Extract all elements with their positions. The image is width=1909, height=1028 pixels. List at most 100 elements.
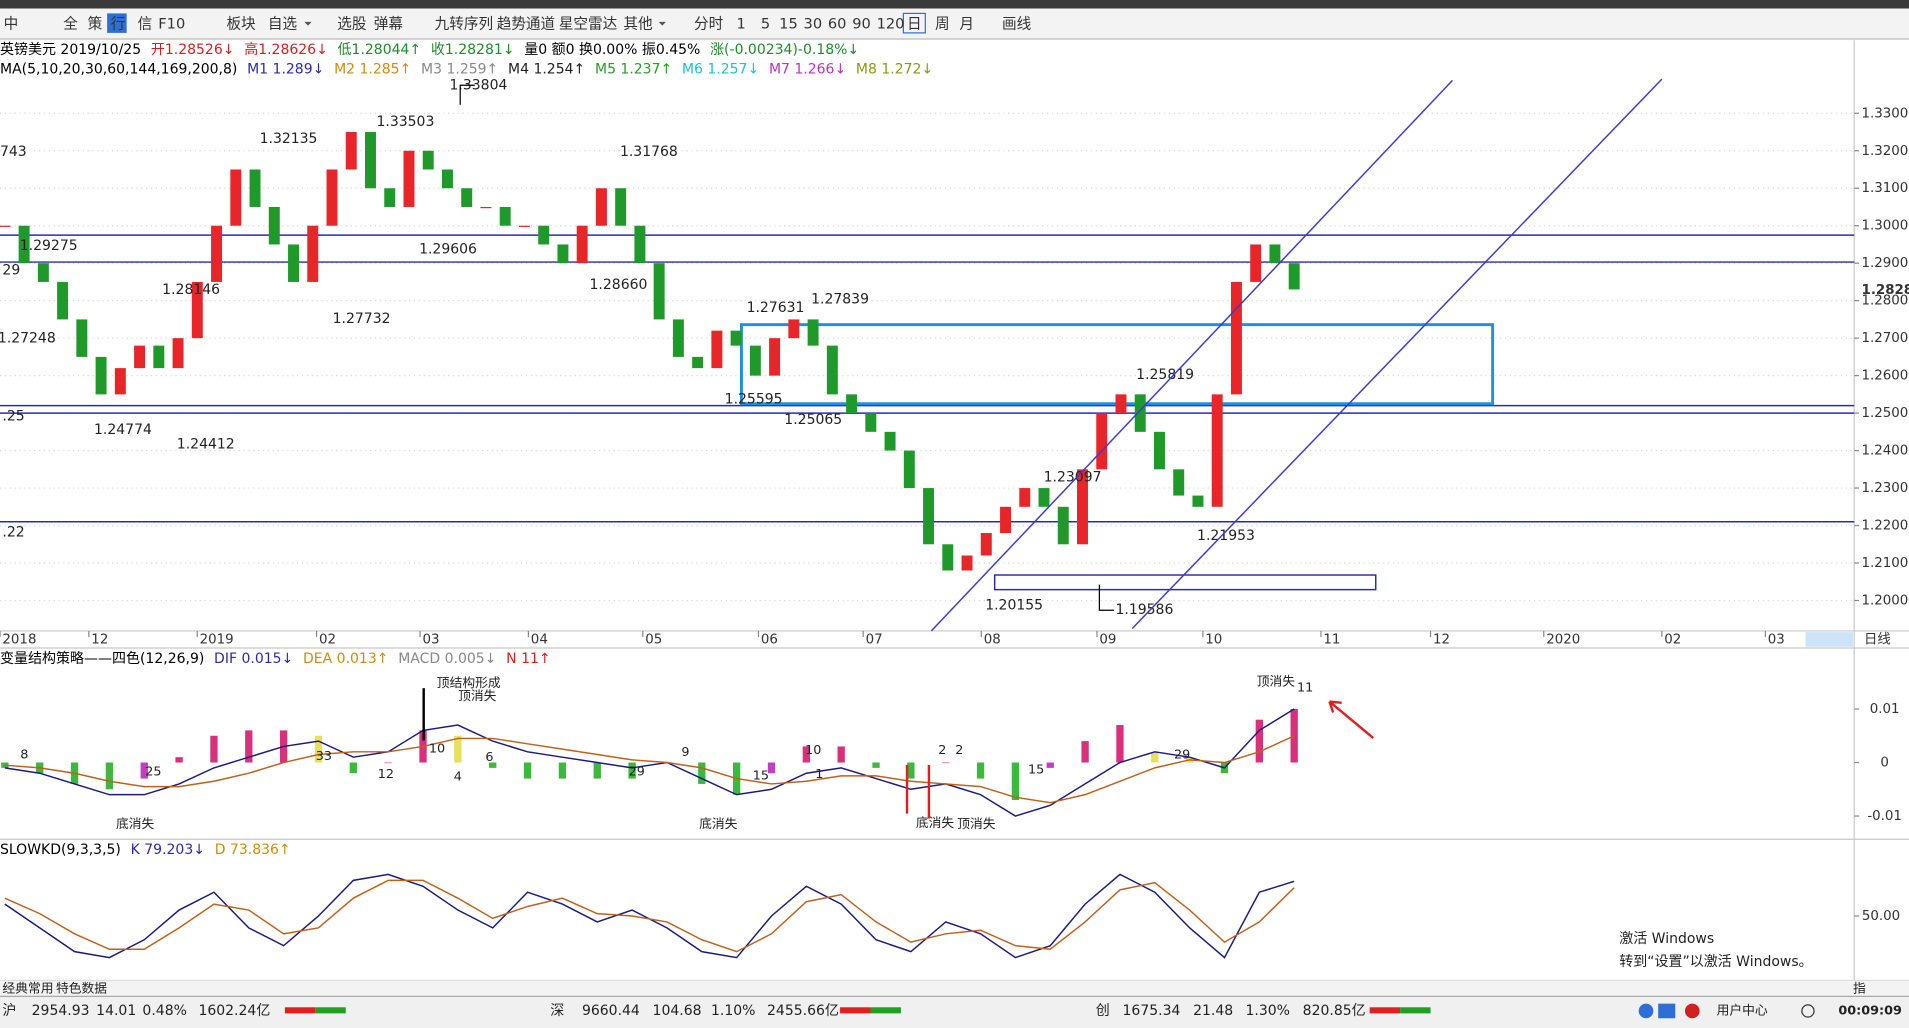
candle bbox=[980, 533, 992, 556]
toolbar-item[interactable]: 选股 bbox=[337, 15, 367, 32]
price-annotation: 1.33804 bbox=[450, 77, 508, 93]
toolbar-item[interactable]: 中 bbox=[4, 15, 19, 32]
x-tick-label: 04 bbox=[531, 632, 548, 647]
toolbar-item[interactable]: 策 bbox=[88, 15, 103, 32]
candle bbox=[634, 225, 646, 264]
right-tab-bg bbox=[1854, 980, 1909, 997]
toolbar-item[interactable]: 自选 bbox=[268, 15, 298, 32]
toolbar-item[interactable]: 90 bbox=[852, 15, 871, 32]
candle bbox=[1096, 413, 1108, 470]
macd-bar bbox=[767, 762, 776, 774]
toolbar-item[interactable]: 120 bbox=[877, 15, 905, 32]
bottom-tab[interactable]: 特色数据 bbox=[56, 981, 107, 997]
toolbar-item[interactable]: 板块 bbox=[226, 14, 256, 32]
candle bbox=[1000, 506, 1012, 534]
y-tick-label: 0 bbox=[1880, 756, 1889, 771]
macd-bar bbox=[1151, 751, 1159, 763]
candle bbox=[865, 413, 877, 432]
candle bbox=[749, 345, 761, 376]
candle bbox=[1250, 244, 1262, 282]
ma-info-segment: M4 1.254↑ bbox=[508, 61, 585, 77]
tab-bar bbox=[0, 980, 1855, 997]
toolbar-item[interactable]: 星空雷达 bbox=[559, 15, 618, 32]
candle bbox=[1173, 469, 1185, 496]
candle bbox=[326, 169, 338, 226]
signal-note: 顶消失 bbox=[1257, 675, 1296, 690]
index-quote: 1675.34 bbox=[1123, 1003, 1181, 1019]
y-tick-label: 1.26000 bbox=[1862, 369, 1909, 384]
toolbar-item[interactable]: 弹幕 bbox=[374, 15, 404, 32]
macd-bar bbox=[558, 762, 567, 779]
candle bbox=[1153, 431, 1165, 470]
price-annotation: 1.27631 bbox=[747, 300, 805, 316]
toolbar-item[interactable]: 15 bbox=[779, 15, 798, 32]
sequence-count: 9 bbox=[681, 745, 689, 760]
range-box bbox=[993, 574, 1377, 591]
toolbar-item[interactable]: 九转序列 bbox=[435, 15, 493, 32]
candle bbox=[518, 225, 530, 227]
candle bbox=[268, 206, 280, 245]
macd-bar bbox=[1116, 725, 1124, 763]
toolbar-item[interactable]: 全 bbox=[63, 14, 78, 32]
leader-lines bbox=[459, 84, 1114, 611]
period-label[interactable]: 日线 bbox=[1864, 631, 1891, 647]
index-quote: 1.30% bbox=[1245, 1003, 1289, 1019]
candle bbox=[288, 244, 299, 282]
candle bbox=[615, 188, 627, 226]
kd-info-segment: D 73.836↑ bbox=[215, 842, 291, 858]
toolbar-item[interactable]: 1 bbox=[737, 15, 746, 32]
index-quote: 9660.44 bbox=[582, 1003, 640, 1019]
candle bbox=[95, 356, 107, 395]
kd-info-segment: K 79.203↓ bbox=[131, 842, 205, 858]
quote-info-segment: 低1.28044↑ bbox=[338, 42, 422, 58]
toolbar-item[interactable]: 5 bbox=[761, 15, 770, 32]
toolbar-item[interactable]: 30 bbox=[804, 15, 823, 32]
candle bbox=[384, 188, 396, 207]
user-center[interactable]: 用户中心 bbox=[1717, 1002, 1768, 1018]
toolbar-item[interactable]: 60 bbox=[828, 15, 847, 32]
candle bbox=[595, 188, 607, 226]
x-tick-label: 02 bbox=[319, 632, 336, 647]
quote-info: 英镑美元 2019/10/25 开1.28526↓ 高1.28626↓ 低1.2804… bbox=[0, 41, 859, 58]
left-edge-label: .22 bbox=[2, 524, 24, 540]
price-annotation: 1.29275 bbox=[20, 238, 78, 254]
sequence-count: 25 bbox=[145, 765, 161, 780]
quote-info-segment: 英镑美元 2019/10/25 bbox=[0, 41, 141, 58]
macd-decor bbox=[422, 688, 1375, 819]
y-tick-label: 1.27000 bbox=[1862, 331, 1909, 346]
dif-line bbox=[4, 708, 1295, 817]
toolbar-item[interactable]: 信 bbox=[138, 15, 153, 32]
watermark-title: 激活 Windows bbox=[1619, 930, 1714, 947]
index-quote: 104.68 bbox=[653, 1003, 702, 1019]
toolbar-item[interactable]: 行 bbox=[111, 15, 126, 32]
price-annotation: 1.19586 bbox=[1115, 602, 1173, 618]
toolbar-item[interactable]: 分时 bbox=[694, 15, 724, 32]
candle bbox=[576, 225, 588, 264]
y-tick-label: -0.01 bbox=[1867, 809, 1902, 824]
macd-bar bbox=[140, 762, 148, 779]
price-annotation: 1.28660 bbox=[590, 277, 648, 293]
toolbar-item[interactable]: 周 bbox=[935, 15, 950, 32]
right-tab[interactable]: 指 bbox=[1853, 982, 1866, 997]
x-tick-label: 10 bbox=[1205, 632, 1222, 647]
macd-bar bbox=[628, 762, 636, 779]
channel-lines bbox=[930, 78, 1663, 632]
mini-bars bbox=[284, 1003, 1815, 1019]
ma-info-segment: MA(5,10,20,30,60,144,169,200,8) bbox=[0, 61, 237, 77]
macd-bar bbox=[1046, 762, 1054, 768]
toolbar-item[interactable]: 月 bbox=[959, 15, 974, 32]
bottom-tab[interactable]: 经典常用 bbox=[2, 982, 53, 997]
toolbar-item[interactable]: 画线 bbox=[1002, 15, 1032, 32]
macd-info-segment: MACD 0.005↓ bbox=[398, 651, 496, 667]
toolbar-item[interactable]: 日 bbox=[907, 15, 922, 32]
toolbar-item[interactable]: 趋势通道 bbox=[497, 15, 556, 32]
toolbar-item[interactable]: F10 bbox=[158, 15, 185, 32]
d-line bbox=[4, 879, 1295, 953]
macd-bar bbox=[907, 762, 915, 779]
macd-bar bbox=[1, 762, 9, 768]
toolbar-item[interactable]: 其他 bbox=[623, 15, 653, 32]
price-annotation: 1.24412 bbox=[177, 437, 235, 453]
candle bbox=[923, 488, 935, 545]
quote-info-segment: 涨(-0.00234)-0.18%↓ bbox=[710, 42, 859, 58]
